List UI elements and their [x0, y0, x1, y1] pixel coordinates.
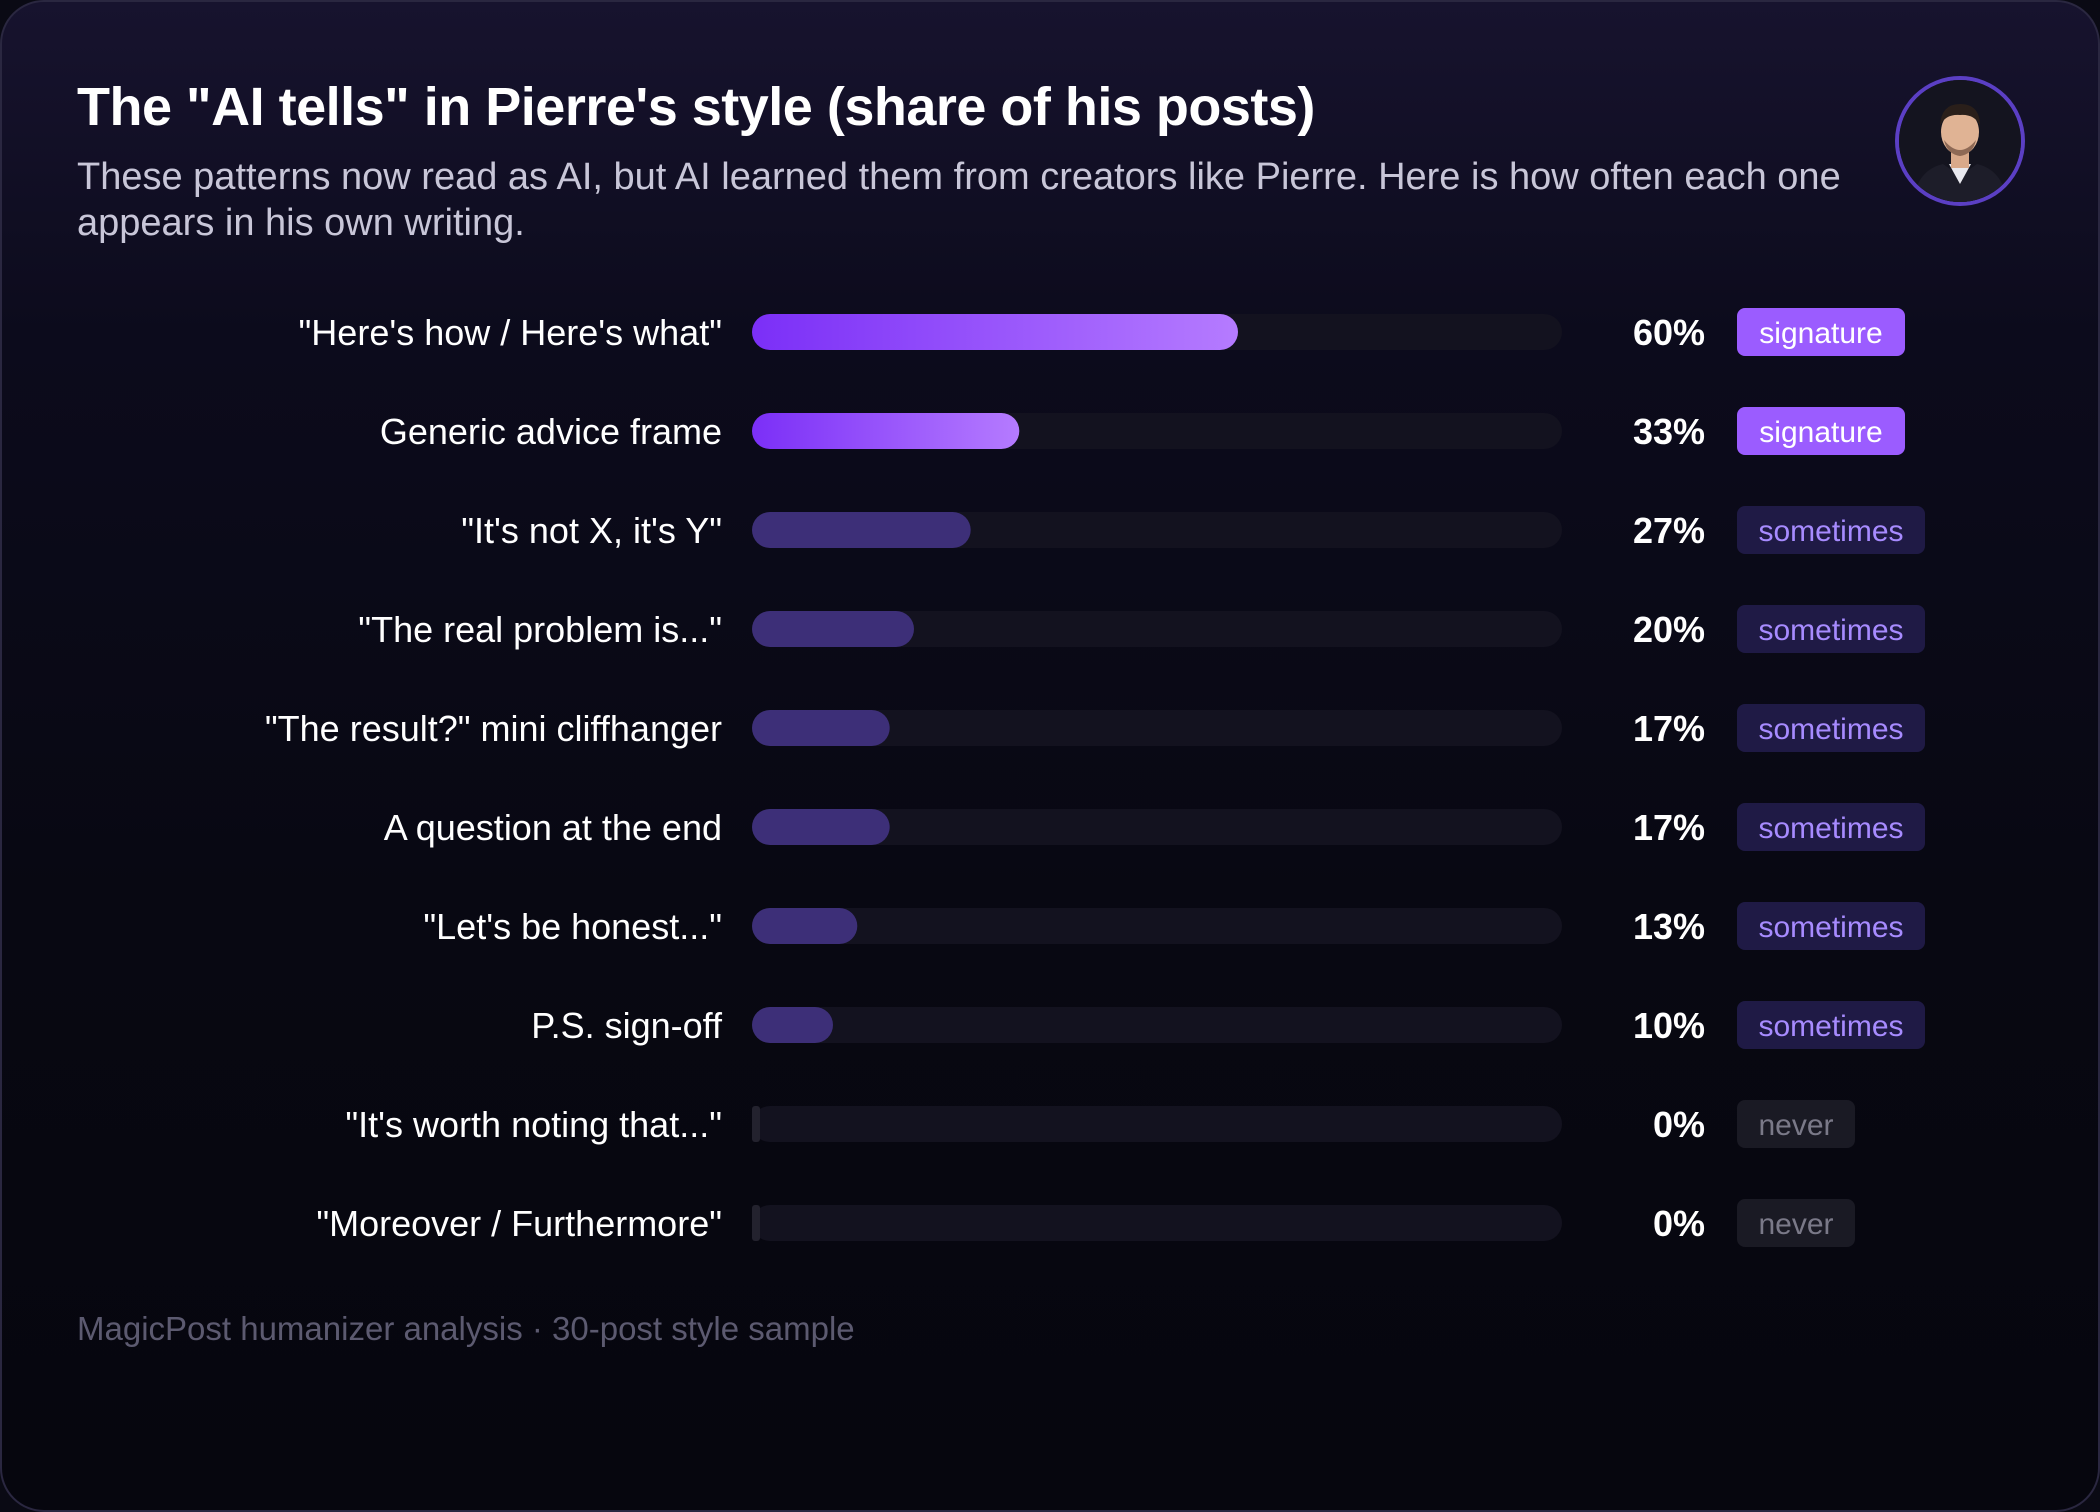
status-badge-label: sometimes: [1758, 812, 1903, 845]
bar-track: [752, 611, 1562, 647]
avatar: [1895, 76, 2025, 206]
status-badge-label: sometimes: [1758, 614, 1903, 647]
value-label: 27%: [1633, 510, 1705, 551]
status-badge: [1737, 704, 1925, 752]
value-label: 20%: [1633, 609, 1705, 650]
bar-track: [752, 908, 1562, 944]
category-label: "The result?" mini cliffhanger: [265, 708, 722, 749]
bar-track: [752, 710, 1562, 746]
status-badge: [1737, 1100, 1855, 1148]
value-label: 10%: [1633, 1005, 1705, 1046]
status-badge-label: sometimes: [1758, 515, 1903, 548]
bar: [752, 710, 890, 746]
chart-title: The "AI tells" in Pierre's style (share …: [77, 77, 1315, 137]
status-badge: [1737, 506, 1925, 554]
category-label: P.S. sign-off: [531, 1005, 723, 1046]
status-badge: [1737, 308, 1905, 356]
status-badge-label: signature: [1759, 416, 1882, 449]
status-badge: [1737, 1001, 1925, 1049]
bar-track: [752, 1106, 1562, 1142]
category-label: A question at the end: [384, 807, 722, 848]
status-badge-label: signature: [1759, 317, 1882, 350]
value-label: 17%: [1633, 708, 1705, 749]
status-badge: [1737, 407, 1905, 455]
bar: [752, 413, 1020, 449]
category-label: "It's worth noting that...": [345, 1104, 722, 1145]
value-label: 0%: [1653, 1203, 1705, 1244]
bar: [752, 1007, 833, 1043]
category-label: "Let's be honest...": [423, 906, 722, 947]
person-photo-avatar-icon: [1899, 80, 2021, 202]
bar-track: [752, 1007, 1562, 1043]
status-badge-label: sometimes: [1758, 713, 1903, 746]
bar: [752, 611, 914, 647]
bar: [752, 1205, 760, 1241]
category-label: "The real problem is...": [358, 609, 722, 650]
chart-subtitle: These patterns now read as AI, but AI le…: [77, 156, 1841, 244]
bar: [752, 314, 1238, 350]
status-badge: [1737, 1199, 1855, 1247]
status-badge: [1737, 605, 1925, 653]
value-label: 17%: [1633, 807, 1705, 848]
status-badge: [1737, 803, 1925, 851]
category-label: "Here's how / Here's what": [299, 312, 722, 353]
bar: [752, 512, 971, 548]
value-label: 33%: [1633, 411, 1705, 452]
category-label: Generic advice frame: [380, 411, 722, 452]
category-label: "It's not X, it's Y": [461, 510, 722, 551]
status-badge-label: sometimes: [1758, 911, 1903, 944]
bar-track: [752, 1205, 1562, 1241]
bar-track: [752, 809, 1562, 845]
status-badge-label: sometimes: [1758, 1010, 1903, 1043]
bar: [752, 809, 890, 845]
status-badge-label: never: [1758, 1208, 1833, 1241]
value-label: 60%: [1633, 312, 1705, 353]
bar: [752, 908, 858, 944]
value-label: 13%: [1633, 906, 1705, 947]
chart-footer: MagicPost humanizer analysis · 30-post s…: [77, 1310, 855, 1347]
category-label: "Moreover / Furthermore": [316, 1203, 722, 1244]
status-badge-label: never: [1758, 1109, 1833, 1142]
status-badge: [1737, 902, 1925, 950]
value-label: 0%: [1653, 1104, 1705, 1145]
bar: [752, 1106, 760, 1142]
